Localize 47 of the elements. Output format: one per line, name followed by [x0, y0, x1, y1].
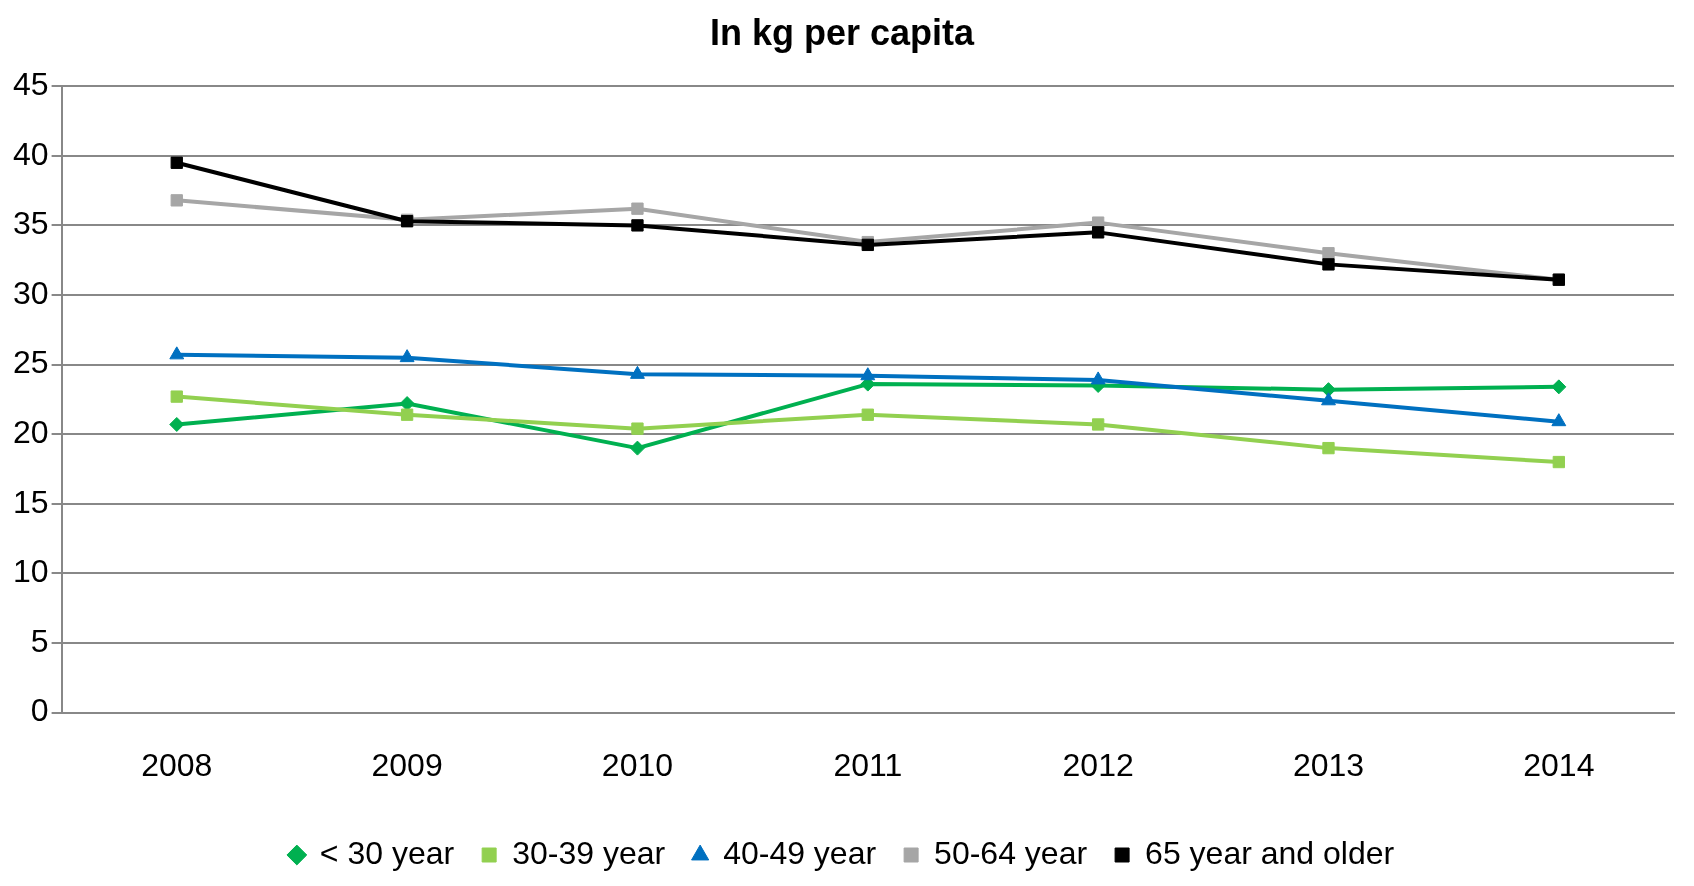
- y-tick-label: 30: [13, 274, 49, 311]
- point: [1322, 441, 1335, 455]
- point: [170, 390, 183, 403]
- point: [1091, 418, 1105, 431]
- legend-label: 30-39 year: [512, 834, 666, 871]
- point: [630, 365, 645, 379]
- point: [631, 202, 644, 215]
- point: [631, 422, 644, 435]
- legend-label: 40-49 year: [723, 834, 877, 871]
- x-tick-label: 2010: [601, 746, 674, 783]
- x-tick-label: 2013: [1292, 746, 1365, 783]
- y-tick-label: 25: [13, 344, 49, 381]
- y-tick-label: 0: [30, 692, 49, 729]
- y-tick-label: 20: [13, 414, 49, 451]
- x-tick-label: 2014: [1523, 746, 1595, 783]
- legend-label: 50-64 year: [934, 834, 1088, 871]
- point: [400, 408, 414, 421]
- x-tick-label: 2011: [833, 746, 903, 783]
- point: [169, 346, 185, 360]
- x-tick-label: 2008: [141, 746, 213, 783]
- chart-title: In kg per capita: [709, 11, 976, 53]
- point: [861, 408, 874, 421]
- point: [399, 349, 415, 363]
- x-tick-label: 2012: [1062, 746, 1134, 783]
- point: [170, 156, 183, 169]
- point: [860, 367, 876, 381]
- point: [1551, 379, 1567, 395]
- point: [170, 194, 183, 207]
- point: [1552, 455, 1565, 469]
- point: [1091, 226, 1105, 239]
- legend-label: < 30 year: [319, 834, 455, 871]
- point: [631, 219, 644, 232]
- point: [1090, 371, 1106, 385]
- y-tick-label: 40: [13, 135, 49, 172]
- point: [1551, 413, 1567, 427]
- point: [629, 440, 645, 456]
- point: [1322, 247, 1335, 260]
- point: [1321, 392, 1336, 406]
- y-tick-label: 35: [13, 205, 49, 242]
- y-tick-label: 10: [13, 553, 49, 590]
- x-tick-label: 2009: [371, 746, 443, 783]
- y-tick-label: 45: [13, 66, 49, 103]
- point: [1322, 258, 1335, 271]
- point: [169, 416, 185, 432]
- y-tick-label: 15: [13, 483, 49, 520]
- legend-label: 65 year and older: [1145, 834, 1395, 871]
- y-tick-label: 5: [30, 622, 49, 659]
